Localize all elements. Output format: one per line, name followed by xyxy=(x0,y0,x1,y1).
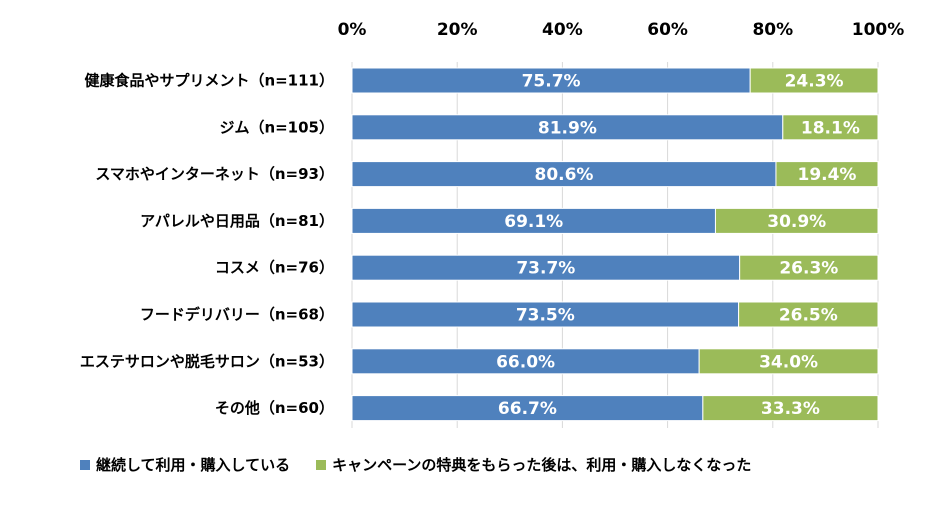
x-tick-label: 0% xyxy=(338,20,367,40)
x-tick-label: 80% xyxy=(752,20,793,40)
legend-label-stopped: キャンペーンの特典をもらった後は、利用・購入しなくなった xyxy=(332,456,752,474)
category-label: スマホやインターネット（n=93） xyxy=(95,165,334,183)
data-label: 19.4% xyxy=(797,165,856,185)
x-tick-label: 40% xyxy=(542,20,583,40)
bar-segment-stopped xyxy=(738,301,879,328)
bar-segment-continuing xyxy=(351,348,700,375)
bar-segment-stopped xyxy=(782,114,879,141)
x-tick-label: 60% xyxy=(647,20,688,40)
data-label: 26.5% xyxy=(779,306,838,326)
bar-segment-continuing xyxy=(351,254,741,281)
bar-segment-continuing xyxy=(351,301,740,328)
x-tick-label: 100% xyxy=(852,20,905,40)
data-label: 69.1% xyxy=(504,212,563,232)
bar-segment-stopped xyxy=(698,348,879,375)
data-label: 73.5% xyxy=(516,306,575,326)
bar-segment-continuing xyxy=(351,161,777,188)
category-label: エステサロンや脱毛サロン（n=53） xyxy=(80,352,334,370)
bar-segment-stopped xyxy=(775,161,879,188)
category-label: ジム（n=105） xyxy=(219,118,334,136)
legend-swatch-continuing xyxy=(80,459,90,470)
data-label: 30.9% xyxy=(767,212,826,232)
data-label: 66.0% xyxy=(496,352,555,372)
legend-item-continuing: 継続して利用・購入している xyxy=(80,454,290,475)
legend-label-continuing: 継続して利用・購入している xyxy=(96,456,291,474)
data-label: 18.1% xyxy=(801,118,860,138)
data-label: 33.3% xyxy=(761,399,820,419)
bar-segment-stopped xyxy=(714,207,879,234)
bar-segment-stopped xyxy=(749,67,879,94)
category-label: フードデリバリー（n=68） xyxy=(140,306,334,324)
legend-item-stopped: キャンペーンの特典をもらった後は、利用・購入しなくなった xyxy=(316,454,751,475)
legend-swatch-stopped xyxy=(316,459,327,470)
data-label: 26.3% xyxy=(779,259,838,279)
bar-segment-stopped xyxy=(702,395,879,422)
bar-segment-stopped xyxy=(739,254,879,281)
x-tick-label: 20% xyxy=(437,20,478,40)
data-label: 81.9% xyxy=(538,118,597,138)
bar-segment-continuing xyxy=(351,207,716,234)
legend: 継続して利用・購入している キャンペーンの特典をもらった後は、利用・購入しなくな… xyxy=(80,454,751,475)
category-label: アパレルや日用品（n=81） xyxy=(140,212,334,230)
data-label: 75.7% xyxy=(522,72,581,92)
data-label: 80.6% xyxy=(534,165,593,185)
data-label: 66.7% xyxy=(498,399,557,419)
category-label: その他（n=60） xyxy=(215,399,334,417)
category-label: 健康食品やサプリメント（n=111） xyxy=(84,72,334,90)
category-label: コスメ（n=76） xyxy=(215,259,334,277)
data-label: 24.3% xyxy=(785,72,844,92)
data-label: 73.7% xyxy=(516,259,575,279)
data-label: 34.0% xyxy=(759,352,818,372)
bar-segment-continuing xyxy=(351,67,751,94)
